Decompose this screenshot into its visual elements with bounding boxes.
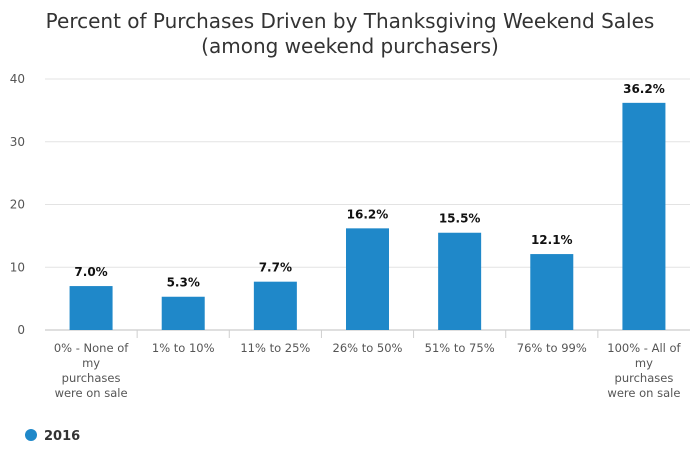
legend-label-2016: 2016 (44, 429, 80, 444)
data-label: 5.3% (167, 276, 200, 290)
bar[interactable] (346, 228, 389, 330)
x-tick-label: 100% - All of my purchases were on sale (607, 341, 681, 400)
legend-marker-2016 (25, 429, 37, 441)
x-tick-label-line: purchases (62, 371, 121, 385)
x-tick-label: 0% - None of my purchases were on sale (54, 341, 129, 400)
x-tick-label-line: were on sale (607, 386, 680, 400)
gridlines (45, 78, 690, 338)
x-tick-label-line: 76% to 99% (517, 341, 587, 355)
bar[interactable] (622, 102, 666, 330)
y-axis: 0 10 20 30 40 (10, 72, 25, 337)
bar[interactable] (438, 232, 482, 330)
y-tick-label: 0 (17, 323, 25, 337)
x-tick-label: 51% to 75% (425, 341, 495, 355)
y-tick-label: 20 (10, 198, 25, 212)
x-tick-label: 26% to 50% (333, 341, 403, 355)
x-tick-label-line: my (635, 356, 653, 370)
data-label: 7.0% (74, 265, 107, 279)
bar[interactable] (530, 254, 574, 330)
x-tick-label-line: my (82, 356, 100, 370)
bar[interactable] (69, 286, 113, 330)
x-tick-label: 76% to 99% (517, 341, 587, 355)
x-tick-label-line: were on sale (55, 386, 128, 400)
x-tick-label-line: 51% to 75% (425, 341, 495, 355)
chart-subtitle: (among weekend purchasers) (201, 34, 499, 58)
y-tick-label: 30 (10, 135, 25, 149)
data-label: 12.1% (531, 233, 573, 247)
data-labels: 7.0% 5.3% 7.7% 16.2% 15.5% 12.1% 36.2% (74, 82, 664, 290)
legend[interactable]: 2016 (25, 429, 80, 444)
data-label: 16.2% (347, 207, 389, 221)
y-tick-label: 40 (10, 72, 25, 86)
x-tick-label-line: 0% - None of (54, 341, 129, 355)
chart-title: Percent of Purchases Driven by Thanksgiv… (46, 9, 655, 33)
data-label: 15.5% (439, 212, 481, 226)
x-tick-label: 1% to 10% (152, 341, 215, 355)
bar[interactable] (253, 281, 297, 330)
data-label: 36.2% (623, 82, 665, 96)
x-tick-label-line: 100% - All of (607, 341, 681, 355)
data-label: 7.7% (259, 261, 292, 275)
bar[interactable] (161, 296, 205, 330)
x-tick-label-line: 11% to 25% (240, 341, 310, 355)
x-tick-label-line: 26% to 50% (333, 341, 403, 355)
x-tick-label-line: 1% to 10% (152, 341, 215, 355)
x-tick-label: 11% to 25% (240, 341, 310, 355)
bars (69, 102, 666, 330)
y-tick-label: 10 (10, 260, 25, 274)
x-tick-label-line: purchases (615, 371, 674, 385)
